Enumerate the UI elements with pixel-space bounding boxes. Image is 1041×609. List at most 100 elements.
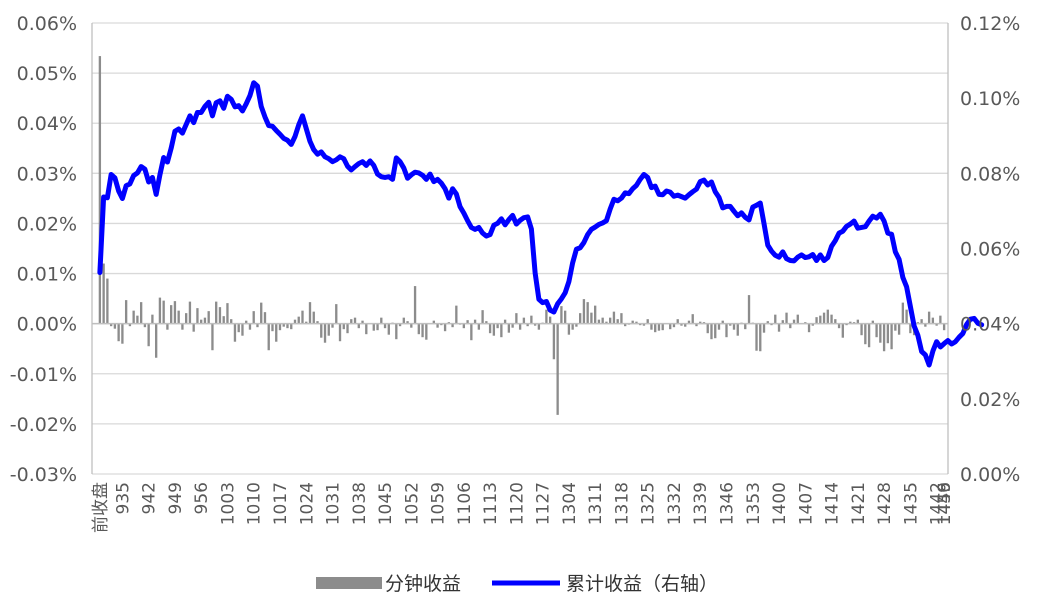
minute-return-bar xyxy=(511,323,514,328)
minute-return-bar xyxy=(560,306,563,324)
x-tick-label: 1435 xyxy=(901,482,921,525)
minute-return-bar xyxy=(702,322,706,324)
minute-return-bar xyxy=(503,319,507,324)
minute-return-bar xyxy=(826,309,829,324)
minute-return-bar xyxy=(909,323,912,334)
minute-return-bar xyxy=(128,323,132,327)
minute-return-bar xyxy=(282,323,285,327)
minute-return-bar xyxy=(387,323,390,335)
minute-return-bar xyxy=(447,322,450,324)
minute-return-bar xyxy=(353,317,357,324)
minute-return-bar xyxy=(380,317,383,324)
minute-return-bar xyxy=(556,323,559,415)
minute-return-bar xyxy=(275,323,278,342)
minute-return-bar xyxy=(894,323,897,331)
minute-return-bar xyxy=(819,315,822,324)
minute-return-bar xyxy=(477,323,481,330)
left-tick-label: 0.04% xyxy=(17,113,77,135)
minute-return-bar xyxy=(436,323,439,328)
minute-return-bar xyxy=(841,323,844,338)
minute-return-bar xyxy=(106,278,109,324)
minute-return-bar xyxy=(811,323,814,326)
right-tick-label: 0.00% xyxy=(960,464,1020,486)
minute-return-bar xyxy=(181,323,184,330)
minute-return-bar xyxy=(331,323,334,328)
minute-return-bar xyxy=(515,313,518,324)
minute-return-bar xyxy=(98,56,102,324)
left-tick-label: 0.06% xyxy=(17,13,77,35)
minute-return-bar xyxy=(376,323,379,331)
minute-return-bar xyxy=(207,311,210,324)
minute-return-bar xyxy=(346,323,349,334)
minute-return-bar xyxy=(151,314,154,324)
minute-return-bar xyxy=(230,319,233,324)
minute-return-bar xyxy=(316,321,319,324)
x-tick-label: 1120 xyxy=(507,482,527,525)
minute-return-bar xyxy=(725,323,728,338)
minute-return-bar xyxy=(575,323,578,327)
x-tick-label: 1353 xyxy=(744,482,764,525)
minute-return-bar xyxy=(755,323,758,351)
minute-return-bar xyxy=(901,302,905,324)
x-tick-label: 956 xyxy=(192,482,212,514)
minute-return-bar xyxy=(642,323,646,326)
minute-return-bar xyxy=(320,323,323,338)
minute-return-bar xyxy=(661,323,664,331)
left-tick-label: 0.05% xyxy=(17,63,77,85)
minute-return-bar xyxy=(215,301,218,324)
minute-return-bar xyxy=(132,310,135,324)
minute-return-bar xyxy=(500,323,503,338)
minute-return-bar xyxy=(237,323,240,333)
minute-return-bar xyxy=(327,323,330,336)
minute-return-bar xyxy=(920,319,923,324)
x-tick-label: 1304 xyxy=(560,482,580,525)
left-tick-label: -0.02% xyxy=(10,414,77,436)
minute-return-bar xyxy=(335,304,338,324)
x-tick-label: 1010 xyxy=(245,482,265,525)
minute-return-bar xyxy=(170,305,173,324)
legend-line-label: 累计收益（右轴） xyxy=(566,573,718,595)
minute-return-bar xyxy=(845,323,848,326)
x-tick-label: 1318 xyxy=(612,482,632,525)
x-tick-label: 1127 xyxy=(534,482,554,525)
minute-return-bar xyxy=(451,323,454,328)
minute-return-bar xyxy=(492,323,496,336)
minute-return-bar xyxy=(203,317,207,324)
minute-return-bar xyxy=(395,323,398,340)
right-axis-tick-labels: 0.00% 0.02% 0.04% 0.06% 0.08% 0.10% 0.12% xyxy=(960,13,1020,486)
minute-return-bar xyxy=(470,323,473,341)
minute-return-bar xyxy=(365,323,368,335)
minute-return-bar xyxy=(267,323,270,351)
minute-return-bar xyxy=(350,319,353,324)
x-tick-label: 1421 xyxy=(849,482,869,525)
minute-return-bar xyxy=(766,321,769,324)
minute-return-bar xyxy=(567,323,571,335)
minute-return-bar xyxy=(942,323,946,331)
minute-return-bar xyxy=(308,302,312,324)
minute-return-bar xyxy=(890,323,893,350)
minute-return-bar xyxy=(218,307,222,324)
minute-return-bar xyxy=(361,320,364,324)
minute-return-bar xyxy=(657,323,661,331)
minute-return-bar xyxy=(312,311,315,324)
minute-return-bar xyxy=(672,323,676,328)
minute-return-bar xyxy=(162,300,165,324)
minute-return-bar xyxy=(837,323,841,329)
minute-return-bar xyxy=(271,323,274,332)
minute-return-bar xyxy=(785,312,788,324)
minute-return-bar xyxy=(669,323,672,330)
x-tick-label: 942 xyxy=(140,482,160,514)
x-tick-label: 1024 xyxy=(297,482,317,525)
x-axis-tick-labels: 前收盘 935 942 949 956 1003 1010 1017 1024 1031 1038 1… xyxy=(91,482,955,533)
minute-return-bar xyxy=(706,323,709,334)
minute-return-bar xyxy=(548,316,552,324)
minute-return-bar xyxy=(897,323,901,335)
cumulative-return-line xyxy=(97,80,985,368)
minute-return-bar xyxy=(443,323,447,332)
x-tick-label: 1442 xyxy=(928,482,948,525)
minute-return-bar xyxy=(916,322,920,324)
x-tick-label: 前收盘 xyxy=(91,482,111,533)
minute-return-bar xyxy=(421,323,424,338)
minute-return-bar xyxy=(871,320,874,324)
minute-return-bar xyxy=(905,309,908,324)
